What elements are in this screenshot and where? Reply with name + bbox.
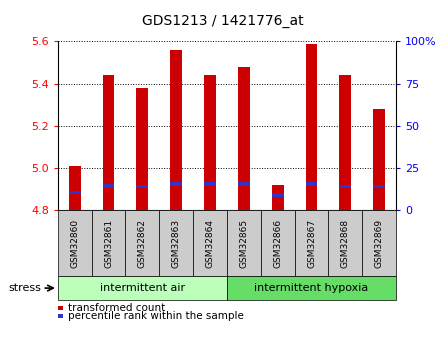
Bar (204, 182, 216, 186)
Text: GSM32869: GSM32869 (375, 219, 384, 268)
Text: GSM32864: GSM32864 (206, 219, 214, 268)
Text: GSM32868: GSM32868 (341, 219, 350, 268)
Bar (306, 43, 317, 210)
Bar (306, 182, 317, 186)
Bar (103, 184, 114, 188)
Bar (340, 75, 351, 210)
Text: stress: stress (9, 283, 42, 293)
Bar (272, 185, 283, 210)
Text: GDS1213 / 1421776_at: GDS1213 / 1421776_at (142, 14, 303, 28)
Bar (373, 185, 385, 188)
Text: GSM32863: GSM32863 (172, 219, 181, 268)
Bar (238, 67, 250, 210)
Text: GSM32865: GSM32865 (239, 219, 248, 268)
Text: GSM32866: GSM32866 (273, 219, 282, 268)
Text: GSM32861: GSM32861 (104, 219, 113, 268)
Bar (340, 185, 351, 188)
Bar (137, 88, 148, 210)
Bar (137, 185, 148, 188)
Bar (204, 75, 216, 210)
Bar (373, 109, 385, 210)
Bar (103, 75, 114, 210)
Text: percentile rank within the sample: percentile rank within the sample (68, 311, 243, 321)
Text: transformed count: transformed count (68, 303, 165, 313)
Bar (69, 190, 81, 194)
Text: intermittent hypoxia: intermittent hypoxia (255, 283, 368, 293)
Text: GSM32867: GSM32867 (307, 219, 316, 268)
Text: intermittent air: intermittent air (100, 283, 185, 293)
Text: GSM32862: GSM32862 (138, 219, 147, 268)
Bar (272, 193, 283, 197)
Text: GSM32860: GSM32860 (70, 219, 79, 268)
Bar (238, 182, 250, 186)
Bar (170, 50, 182, 210)
Bar (69, 166, 81, 210)
Bar (170, 182, 182, 186)
